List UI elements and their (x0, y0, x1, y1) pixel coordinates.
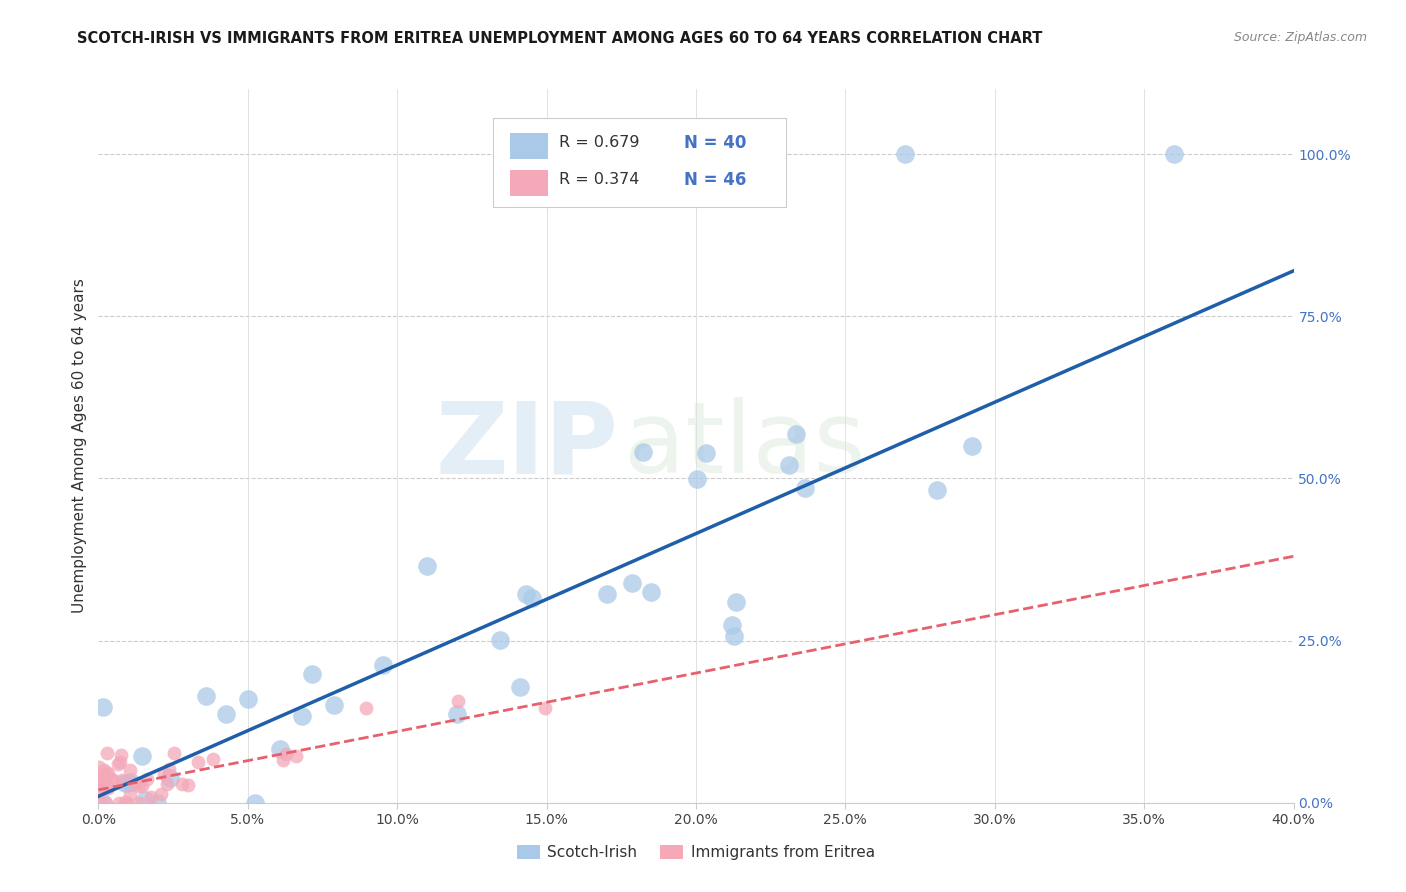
Point (269, 742, 291, 756)
Point (276, 747, 298, 762)
Point (100, 772, 122, 786)
Point (93, 780, 115, 794)
Point (596, 587, 619, 601)
Point (723, 629, 745, 643)
Point (128, 796, 150, 810)
Text: R = 0.679: R = 0.679 (558, 136, 640, 150)
Point (215, 706, 238, 721)
Point (187, 756, 209, 770)
Point (115, 796, 138, 810)
Point (520, 591, 543, 605)
Point (91, 699, 114, 714)
Point (108, 755, 131, 769)
Point (146, 796, 169, 810)
Point (120, 775, 142, 789)
Point (139, 790, 162, 805)
Point (785, 427, 807, 442)
Point (89, 779, 111, 793)
Text: N = 40: N = 40 (685, 134, 747, 152)
Point (93, 763, 115, 777)
FancyBboxPatch shape (494, 118, 786, 207)
Point (202, 752, 225, 766)
Point (371, 657, 394, 672)
FancyBboxPatch shape (509, 133, 548, 159)
Point (894, 147, 917, 161)
Point (177, 778, 200, 792)
Text: SCOTCH-IRISH VS IMMIGRANTS FROM ERITREA UNEMPLOYMENT AMONG AGES 60 TO 64 YEARS C: SCOTCH-IRISH VS IMMIGRANTS FROM ERITREA … (77, 31, 1043, 46)
Text: ZIP: ZIP (436, 398, 619, 494)
Point (960, 440, 983, 454)
Point (118, 789, 141, 803)
Legend: Scotch-Irish, Immigrants from Eritrea: Scotch-Irish, Immigrants from Eritrea (510, 839, 882, 866)
Point (1163, 147, 1185, 161)
Point (724, 595, 747, 609)
Point (152, 766, 174, 780)
Point (111, 772, 134, 787)
Point (157, 762, 180, 776)
Point (94, 796, 117, 810)
Point (89, 773, 111, 788)
Point (695, 446, 717, 460)
Point (620, 575, 643, 590)
Point (134, 793, 156, 807)
Point (447, 694, 470, 708)
Point (87, 760, 110, 774)
Point (640, 585, 662, 599)
Y-axis label: Unemployment Among Ages 60 to 64 years: Unemployment Among Ages 60 to 64 years (72, 278, 87, 614)
Point (114, 776, 136, 790)
Point (631, 444, 654, 458)
Text: N = 46: N = 46 (685, 171, 747, 189)
Point (291, 708, 314, 723)
Point (117, 776, 139, 790)
Point (793, 481, 815, 495)
Point (87, 772, 110, 787)
Point (107, 757, 129, 772)
Point (110, 747, 132, 762)
Point (131, 749, 153, 764)
Point (149, 787, 172, 801)
Point (124, 776, 146, 790)
Point (284, 749, 307, 764)
Point (96, 746, 118, 760)
Text: atlas: atlas (624, 398, 866, 494)
Point (93, 770, 115, 784)
Point (416, 559, 439, 574)
Point (103, 773, 125, 788)
Point (159, 772, 181, 786)
Point (446, 706, 468, 721)
Point (778, 458, 800, 472)
Point (91, 796, 114, 810)
Text: R = 0.374: R = 0.374 (558, 172, 638, 187)
Point (97, 781, 120, 796)
Point (721, 617, 744, 632)
Point (128, 779, 150, 793)
Point (114, 795, 136, 809)
Point (163, 747, 186, 761)
Point (118, 763, 141, 777)
Point (97, 766, 120, 780)
Point (236, 692, 259, 706)
Point (87, 785, 110, 799)
Point (245, 796, 267, 810)
Point (136, 772, 159, 786)
Point (131, 779, 153, 793)
Point (170, 776, 193, 790)
Point (515, 587, 537, 601)
Point (489, 632, 512, 647)
Point (96, 765, 118, 780)
Point (509, 680, 531, 694)
Point (686, 472, 709, 486)
Point (108, 796, 131, 810)
FancyBboxPatch shape (509, 169, 548, 196)
Point (156, 777, 179, 791)
Text: Source: ZipAtlas.com: Source: ZipAtlas.com (1233, 31, 1367, 45)
Point (533, 701, 555, 715)
Point (271, 753, 294, 767)
Point (354, 700, 377, 714)
Point (301, 666, 323, 681)
Point (89, 796, 111, 810)
Point (322, 698, 344, 713)
Point (925, 483, 948, 497)
Point (195, 689, 218, 703)
